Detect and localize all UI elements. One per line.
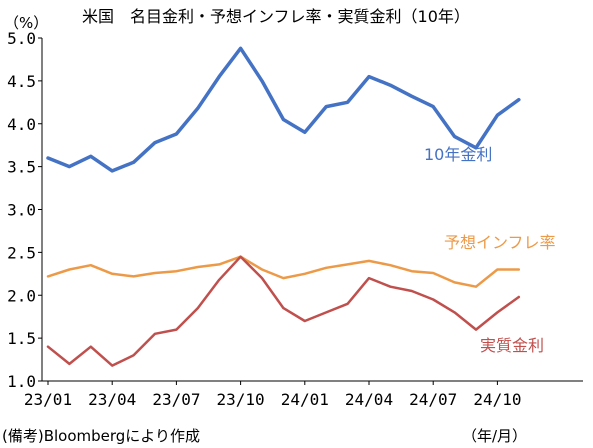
series-line-1 xyxy=(46,46,521,173)
series-label-2: 予想インフレ率 xyxy=(444,233,556,252)
y-tick-label: 1.5 xyxy=(7,329,36,348)
x-tick-labels: 23/01 23/04 23/07 23/10 24/01 24/04 24/07 24/10 xyxy=(24,381,521,409)
y-tick-label: 5.0 xyxy=(7,29,36,48)
y-tick-label: 3.5 xyxy=(7,158,36,177)
y-tick-label: 1.0 xyxy=(7,372,36,391)
x-tick-label: 24/04 xyxy=(345,390,393,409)
x-unit-note: （年/月） xyxy=(462,427,528,445)
source-note: (備考)Bloombergにより作成 xyxy=(2,427,201,445)
y-tick-label: 4.5 xyxy=(7,72,36,91)
chart-title: 米国 名目金利・予想インフレ率・実質金利（10年） xyxy=(82,7,470,26)
series-lines xyxy=(46,46,521,367)
x-tick-label: 24/01 xyxy=(281,390,329,409)
y-axis-unit: （%） xyxy=(4,14,48,32)
series-label-1: 10年金利 xyxy=(424,145,492,164)
y-tick-label: 3.0 xyxy=(7,201,36,220)
y-tick-label: 4.0 xyxy=(7,115,36,134)
x-tick-label: 23/04 xyxy=(88,390,136,409)
x-tick-label: 24/07 xyxy=(409,390,457,409)
series-label-3: 実質金利 xyxy=(480,336,544,355)
axes xyxy=(41,38,583,382)
x-tick-label: 23/07 xyxy=(152,390,200,409)
series-line-2 xyxy=(46,255,521,288)
y-tick-label: 2.5 xyxy=(7,243,36,262)
x-tick-label: 24/10 xyxy=(473,390,521,409)
y-tick-label: 2.0 xyxy=(7,286,36,305)
y-tick-labels: 5.0 4.5 4.0 3.5 3.0 2.5 2.0 1.5 1.0 xyxy=(7,29,42,391)
series-line-3 xyxy=(46,255,521,367)
x-tick-label: 23/10 xyxy=(217,390,265,409)
x-tick-label: 23/01 xyxy=(24,390,72,409)
